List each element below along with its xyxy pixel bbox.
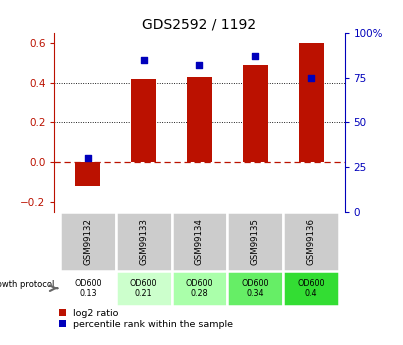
Bar bbox=[116, 271, 172, 306]
Bar bbox=[116, 212, 172, 271]
Point bbox=[196, 62, 203, 68]
Text: OD600
0.4: OD600 0.4 bbox=[297, 278, 325, 298]
Text: OD600
0.13: OD600 0.13 bbox=[74, 278, 102, 298]
Bar bbox=[299, 43, 324, 162]
Text: GSM99136: GSM99136 bbox=[307, 218, 316, 265]
Bar bbox=[243, 65, 268, 162]
Bar bbox=[283, 212, 339, 271]
Point bbox=[141, 57, 147, 62]
Bar bbox=[227, 271, 283, 306]
Bar bbox=[172, 212, 227, 271]
Legend: log2 ratio, percentile rank within the sample: log2 ratio, percentile rank within the s… bbox=[59, 309, 233, 329]
Text: GSM99134: GSM99134 bbox=[195, 218, 204, 265]
Text: GSM99135: GSM99135 bbox=[251, 218, 260, 265]
Text: GSM99133: GSM99133 bbox=[139, 218, 148, 265]
Text: GSM99132: GSM99132 bbox=[83, 218, 92, 265]
Bar bbox=[60, 212, 116, 271]
Bar bbox=[227, 212, 283, 271]
Title: GDS2592 / 1192: GDS2592 / 1192 bbox=[142, 18, 257, 32]
Bar bbox=[131, 79, 156, 162]
Bar bbox=[172, 271, 227, 306]
Bar bbox=[75, 162, 100, 186]
Text: OD600
0.21: OD600 0.21 bbox=[130, 278, 158, 298]
Point bbox=[252, 53, 258, 59]
Point bbox=[85, 156, 91, 161]
Text: growth protocol: growth protocol bbox=[0, 279, 54, 288]
Bar bbox=[60, 271, 116, 306]
Text: OD600
0.28: OD600 0.28 bbox=[186, 278, 213, 298]
Bar bbox=[187, 77, 212, 162]
Point bbox=[308, 75, 314, 80]
Bar bbox=[283, 271, 339, 306]
Text: OD600
0.34: OD600 0.34 bbox=[241, 278, 269, 298]
